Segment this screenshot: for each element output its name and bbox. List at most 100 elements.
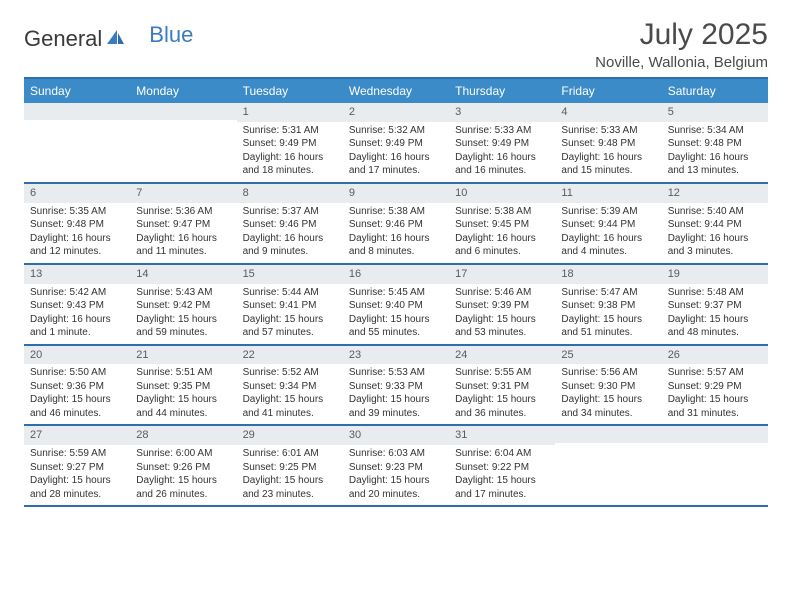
sunset-text: Sunset: 9:36 PM [30,380,126,394]
day-cell: 6Sunrise: 5:35 AMSunset: 9:48 PMDaylight… [24,184,130,263]
day-cell: 27Sunrise: 5:59 AMSunset: 9:27 PMDayligh… [24,426,130,505]
day-cell: 24Sunrise: 5:55 AMSunset: 9:31 PMDayligh… [449,346,555,425]
sunset-text: Sunset: 9:26 PM [136,461,232,475]
weekday-label: Sunday [24,79,130,103]
sunset-text: Sunset: 9:41 PM [243,299,339,313]
day-cell: 7Sunrise: 5:36 AMSunset: 9:47 PMDaylight… [130,184,236,263]
day-body: Sunrise: 5:52 AMSunset: 9:34 PMDaylight:… [237,364,343,424]
day-number [24,103,130,120]
sunrise-text: Sunrise: 5:35 AM [30,205,126,219]
header: General Blue July 2025 Noville, Wallonia… [24,18,768,71]
daylight-text: Daylight: 16 hours and 3 minutes. [668,232,764,259]
sunset-text: Sunset: 9:42 PM [136,299,232,313]
day-number: 17 [449,265,555,284]
day-body [555,443,661,449]
day-cell: 29Sunrise: 6:01 AMSunset: 9:25 PMDayligh… [237,426,343,505]
day-cell: 8Sunrise: 5:37 AMSunset: 9:46 PMDaylight… [237,184,343,263]
day-body: Sunrise: 5:45 AMSunset: 9:40 PMDaylight:… [343,284,449,344]
day-number: 11 [555,184,661,203]
day-body [24,120,130,126]
day-cell [555,426,661,505]
daylight-text: Daylight: 16 hours and 4 minutes. [561,232,657,259]
day-cell: 14Sunrise: 5:43 AMSunset: 9:42 PMDayligh… [130,265,236,344]
sunrise-text: Sunrise: 5:44 AM [243,286,339,300]
day-body: Sunrise: 5:55 AMSunset: 9:31 PMDaylight:… [449,364,555,424]
sunrise-text: Sunrise: 5:46 AM [455,286,551,300]
day-number [555,426,661,443]
day-body: Sunrise: 5:50 AMSunset: 9:36 PMDaylight:… [24,364,130,424]
day-body: Sunrise: 5:51 AMSunset: 9:35 PMDaylight:… [130,364,236,424]
location-label: Noville, Wallonia, Belgium [595,54,768,71]
sunrise-text: Sunrise: 5:51 AM [136,366,232,380]
week-row: 27Sunrise: 5:59 AMSunset: 9:27 PMDayligh… [24,426,768,507]
sunset-text: Sunset: 9:44 PM [561,218,657,232]
sunrise-text: Sunrise: 5:50 AM [30,366,126,380]
day-body: Sunrise: 5:47 AMSunset: 9:38 PMDaylight:… [555,284,661,344]
day-cell: 31Sunrise: 6:04 AMSunset: 9:22 PMDayligh… [449,426,555,505]
weekday-label: Monday [130,79,236,103]
day-number: 20 [24,346,130,365]
weeks-container: 1Sunrise: 5:31 AMSunset: 9:49 PMDaylight… [24,103,768,507]
day-cell: 26Sunrise: 5:57 AMSunset: 9:29 PMDayligh… [662,346,768,425]
daylight-text: Daylight: 15 hours and 51 minutes. [561,313,657,340]
day-cell [662,426,768,505]
sunset-text: Sunset: 9:46 PM [349,218,445,232]
daylight-text: Daylight: 16 hours and 1 minute. [30,313,126,340]
sunrise-text: Sunrise: 6:03 AM [349,447,445,461]
sunrise-text: Sunrise: 5:33 AM [561,124,657,138]
sunset-text: Sunset: 9:46 PM [243,218,339,232]
sunrise-text: Sunrise: 5:38 AM [349,205,445,219]
sunset-text: Sunset: 9:33 PM [349,380,445,394]
day-number: 5 [662,103,768,122]
day-number [662,426,768,443]
daylight-text: Daylight: 16 hours and 12 minutes. [30,232,126,259]
sunset-text: Sunset: 9:31 PM [455,380,551,394]
sunset-text: Sunset: 9:22 PM [455,461,551,475]
sunset-text: Sunset: 9:29 PM [668,380,764,394]
logo-sail-icon [105,26,125,52]
day-cell: 4Sunrise: 5:33 AMSunset: 9:48 PMDaylight… [555,103,661,182]
day-number: 24 [449,346,555,365]
day-number: 12 [662,184,768,203]
sunset-text: Sunset: 9:37 PM [668,299,764,313]
daylight-text: Daylight: 15 hours and 41 minutes. [243,393,339,420]
day-number: 16 [343,265,449,284]
logo: General Blue [24,26,193,52]
sunrise-text: Sunrise: 5:31 AM [243,124,339,138]
sunset-text: Sunset: 9:47 PM [136,218,232,232]
calendar: SundayMondayTuesdayWednesdayThursdayFrid… [24,77,768,507]
sunset-text: Sunset: 9:49 PM [243,137,339,151]
day-body: Sunrise: 5:44 AMSunset: 9:41 PMDaylight:… [237,284,343,344]
daylight-text: Daylight: 16 hours and 17 minutes. [349,151,445,178]
day-number: 23 [343,346,449,365]
day-number: 26 [662,346,768,365]
week-row: 6Sunrise: 5:35 AMSunset: 9:48 PMDaylight… [24,184,768,265]
sunrise-text: Sunrise: 5:56 AM [561,366,657,380]
day-number: 1 [237,103,343,122]
day-body: Sunrise: 5:53 AMSunset: 9:33 PMDaylight:… [343,364,449,424]
sunset-text: Sunset: 9:44 PM [668,218,764,232]
sunset-text: Sunset: 9:27 PM [30,461,126,475]
day-number: 28 [130,426,236,445]
weekday-label: Friday [555,79,661,103]
day-body: Sunrise: 5:34 AMSunset: 9:48 PMDaylight:… [662,122,768,182]
daylight-text: Daylight: 15 hours and 48 minutes. [668,313,764,340]
day-body: Sunrise: 5:43 AMSunset: 9:42 PMDaylight:… [130,284,236,344]
daylight-text: Daylight: 16 hours and 9 minutes. [243,232,339,259]
sunset-text: Sunset: 9:48 PM [30,218,126,232]
sunrise-text: Sunrise: 5:57 AM [668,366,764,380]
page-title: July 2025 [595,18,768,52]
daylight-text: Daylight: 15 hours and 26 minutes. [136,474,232,501]
day-cell: 15Sunrise: 5:44 AMSunset: 9:41 PMDayligh… [237,265,343,344]
sunrise-text: Sunrise: 6:04 AM [455,447,551,461]
sunrise-text: Sunrise: 5:39 AM [561,205,657,219]
sunrise-text: Sunrise: 5:32 AM [349,124,445,138]
sunset-text: Sunset: 9:34 PM [243,380,339,394]
sunrise-text: Sunrise: 5:37 AM [243,205,339,219]
day-body: Sunrise: 5:39 AMSunset: 9:44 PMDaylight:… [555,203,661,263]
day-body: Sunrise: 5:37 AMSunset: 9:46 PMDaylight:… [237,203,343,263]
sunset-text: Sunset: 9:49 PM [349,137,445,151]
daylight-text: Daylight: 15 hours and 46 minutes. [30,393,126,420]
daylight-text: Daylight: 15 hours and 57 minutes. [243,313,339,340]
day-number: 18 [555,265,661,284]
